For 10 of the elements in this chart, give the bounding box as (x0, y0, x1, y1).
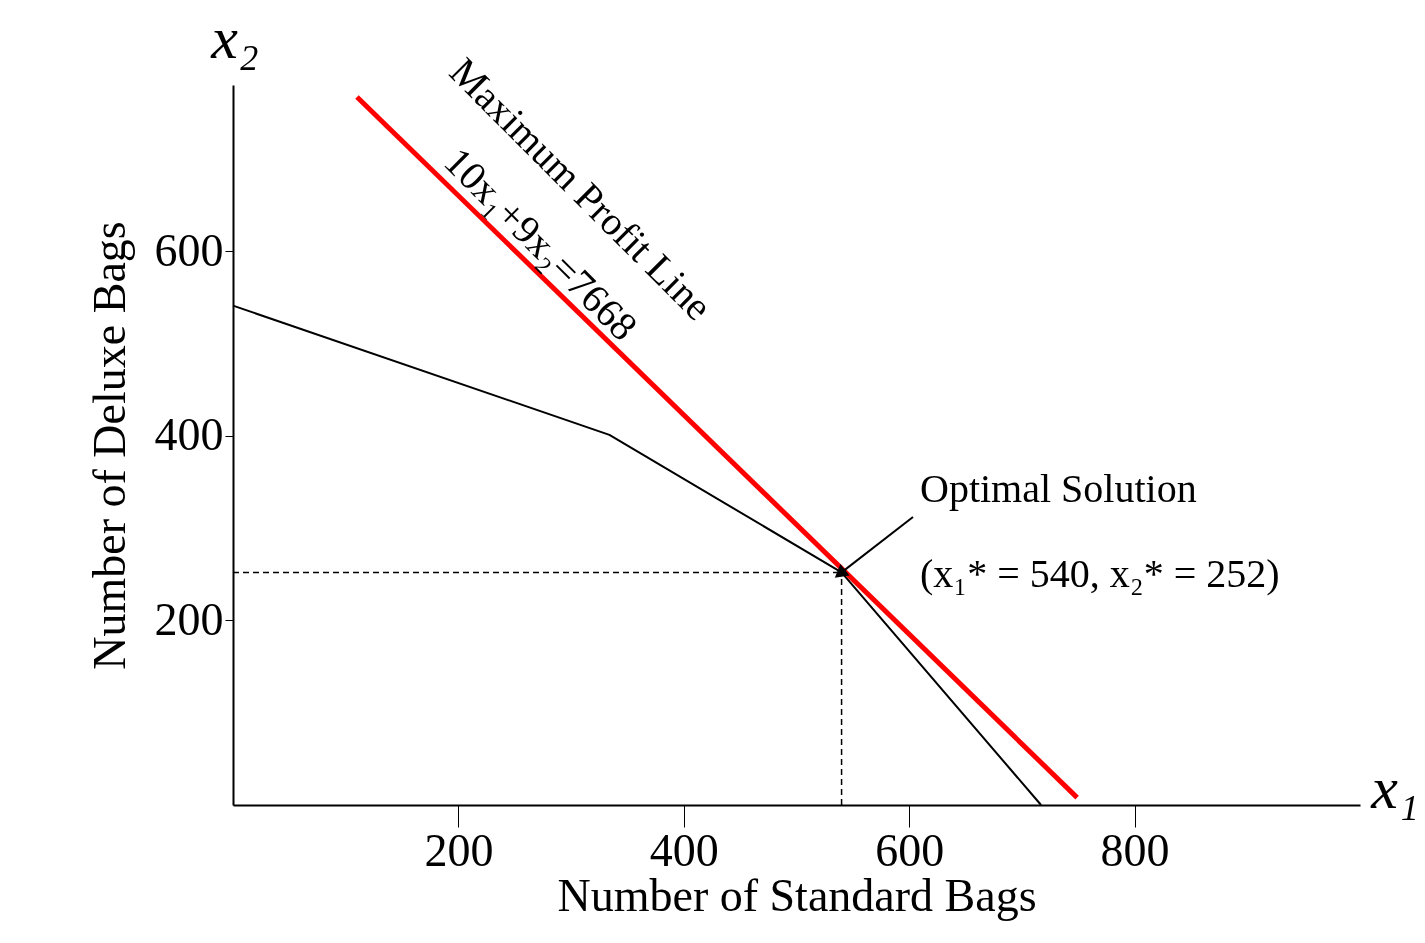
y-tick-label: 200 (154, 593, 224, 645)
annotation: (x₁* = 540, x₂* = 252) (920, 551, 1280, 596)
y-tick-label: 600 (154, 224, 224, 276)
x-tick-label: 200 (424, 824, 494, 876)
y-tick-label: 400 (154, 409, 224, 461)
text: x₂ (210, 5, 259, 71)
text: x₁ (1370, 755, 1419, 821)
annotation: Optimal Solution (920, 466, 1197, 511)
x-tick-label: 800 (1100, 824, 1170, 876)
y-axis-title: Number of Deluxe Bags (83, 221, 135, 670)
